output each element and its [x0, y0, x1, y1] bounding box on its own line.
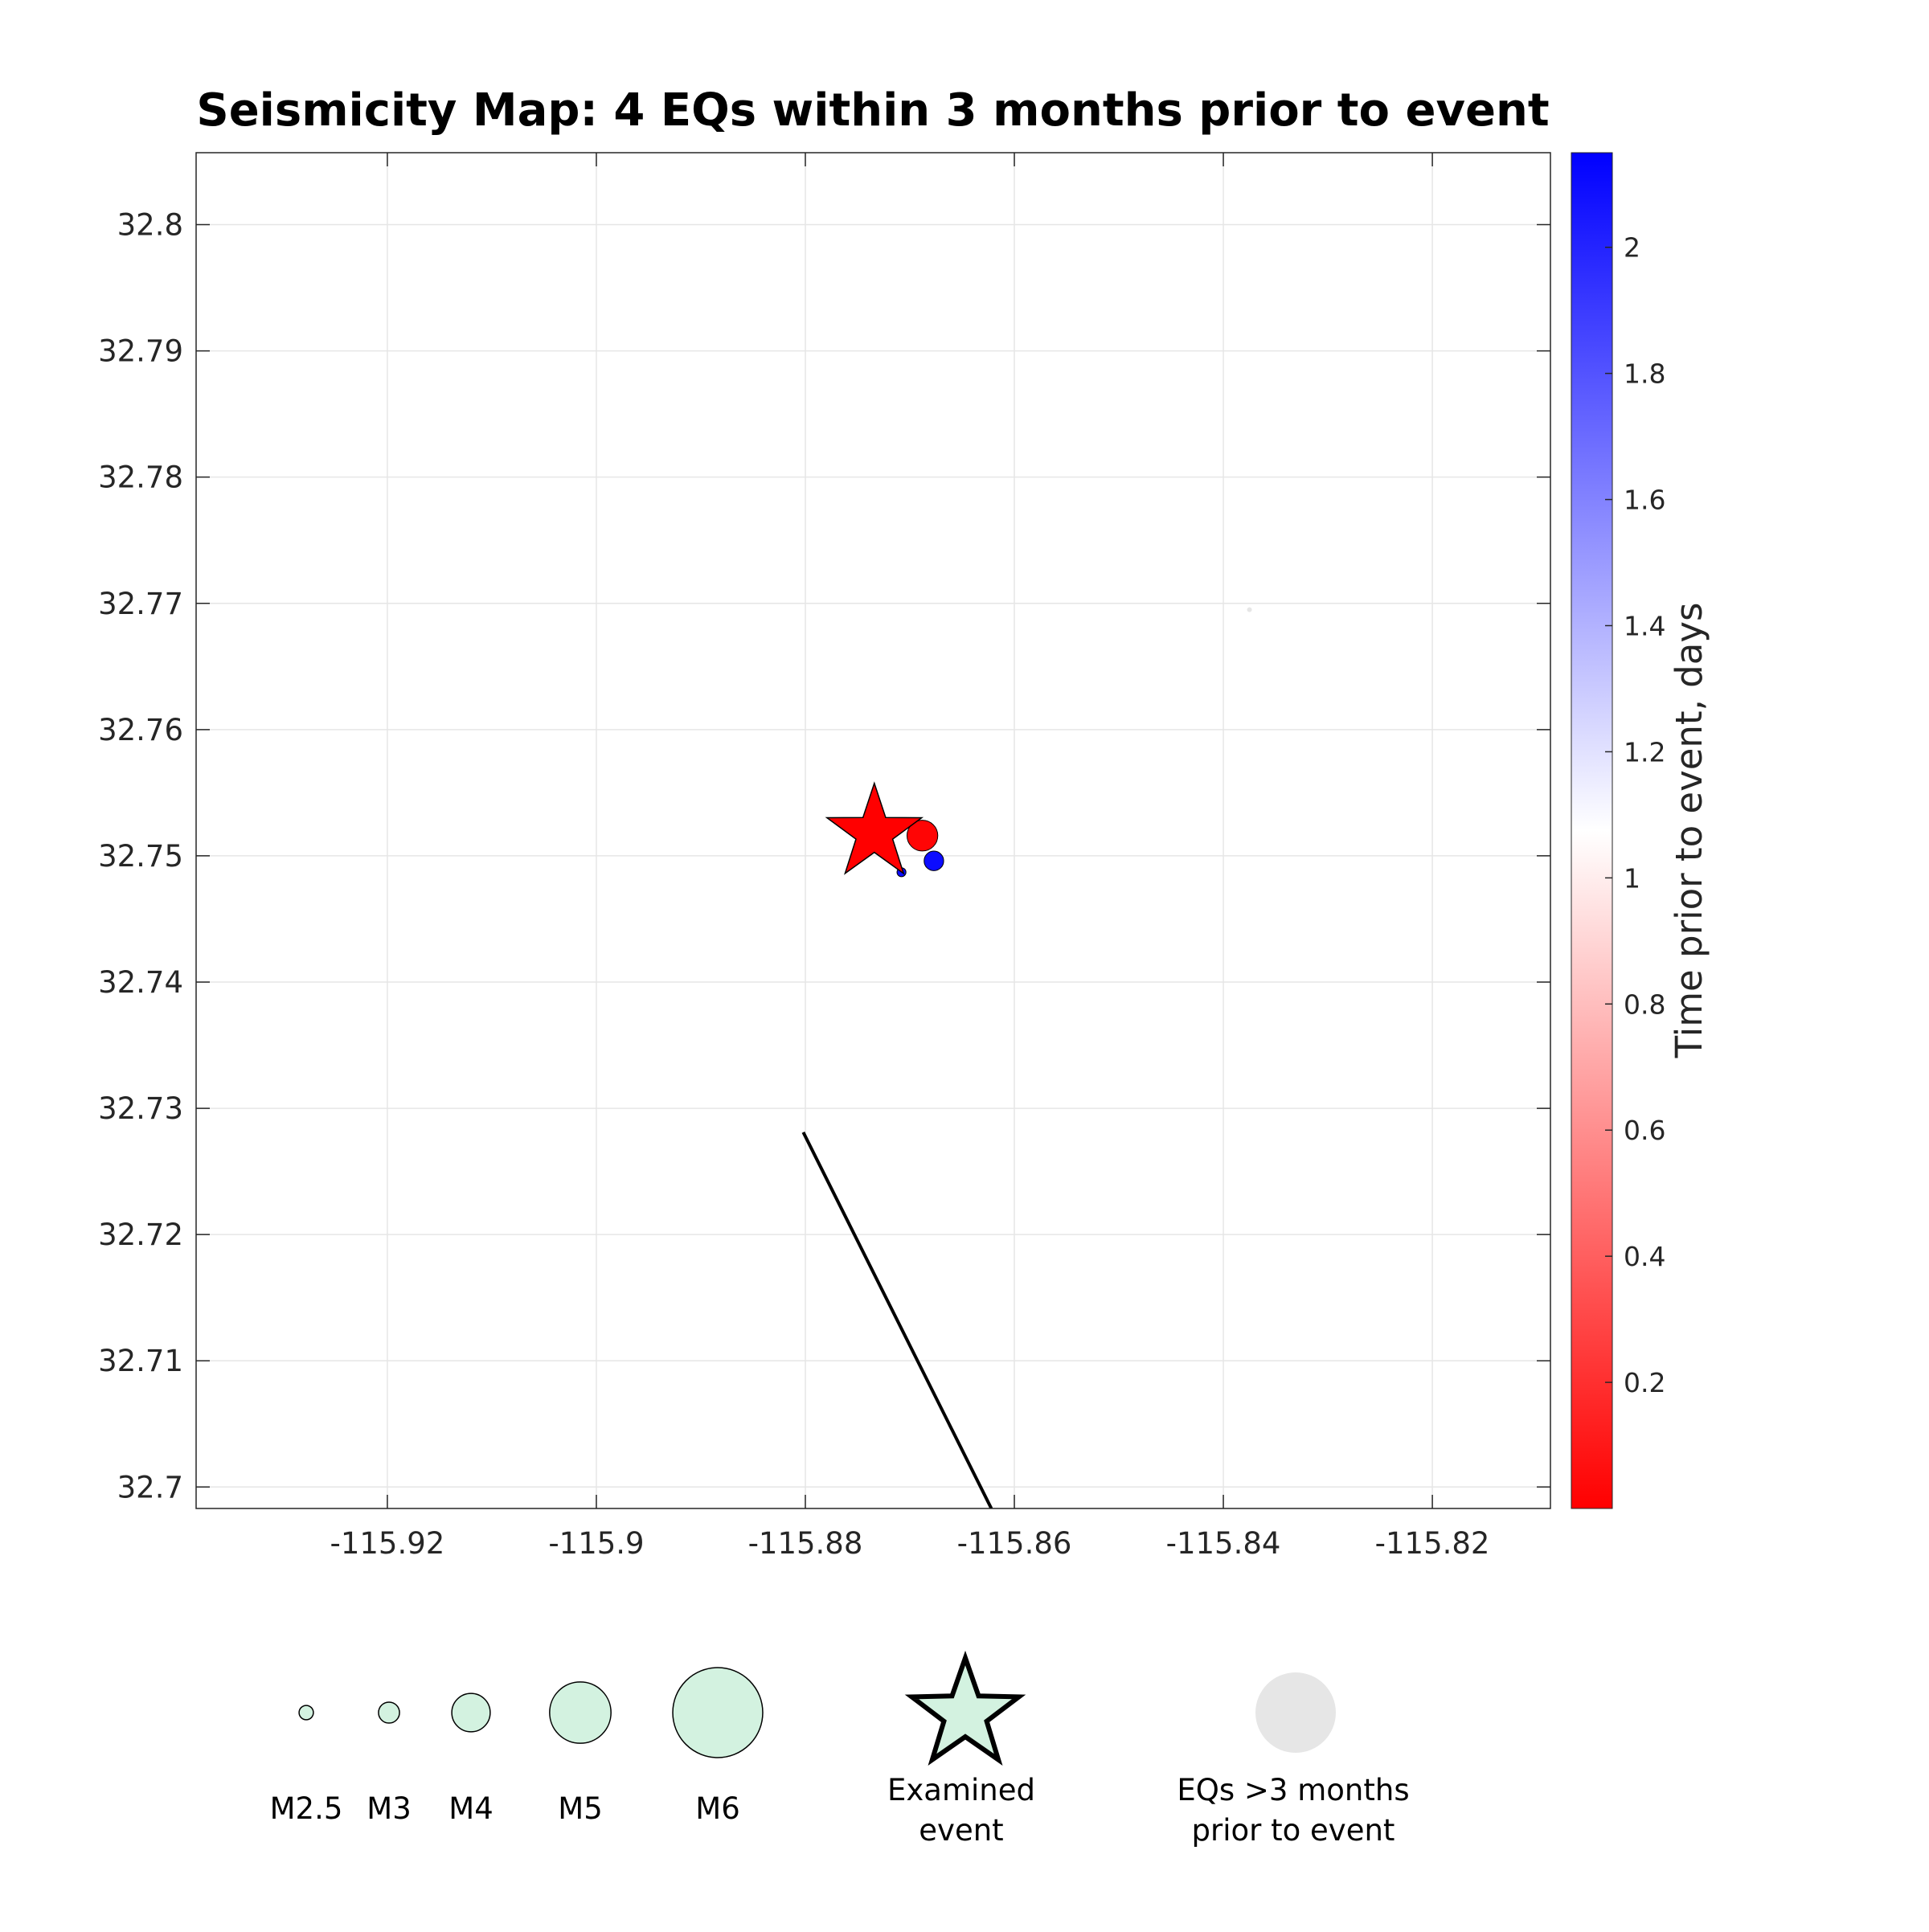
- eq-marker: [906, 820, 939, 852]
- x-tick-label: -115.9: [548, 1526, 644, 1561]
- older-earthquakes: [1247, 607, 1252, 612]
- examined-event-layer: [825, 781, 924, 875]
- axis-ticks: -115.92 -115.9 -115.88 -115.86 -115.84 -115.8…: [98, 153, 1550, 1561]
- x-tick-label: -115.92: [330, 1526, 445, 1561]
- colorbar-tick-label: 1: [1624, 862, 1640, 894]
- colorbar-gradient: [1571, 152, 1613, 1509]
- y-tick-label: 32.74: [98, 965, 183, 1000]
- y-tick-label: 32.71: [98, 1344, 183, 1378]
- y-tick-label: 32.8: [117, 208, 183, 243]
- colorbar-tick-label: 1.4: [1624, 610, 1665, 641]
- legend-size-circle: [378, 1701, 400, 1724]
- y-tick-label: 32.76: [98, 713, 183, 747]
- y-tick-label: 32.72: [98, 1218, 183, 1252]
- y-tick-label: 32.79: [98, 334, 183, 369]
- colorbar-tick-label: 0.4: [1624, 1241, 1665, 1272]
- legend-size-label: M4: [448, 1791, 493, 1826]
- y-tick-label: 32.78: [98, 460, 183, 495]
- colorbar-label: Time prior to event, days: [1668, 603, 1710, 1059]
- legend-older-label: prior to event: [1192, 1813, 1395, 1848]
- x-tick-label: -115.88: [748, 1526, 863, 1561]
- legend-size-circle: [672, 1667, 764, 1758]
- colorbar-tick-label: 0.2: [1624, 1367, 1665, 1398]
- colorbar-tick-label: 1.2: [1624, 736, 1665, 767]
- fault-trace: [801, 1132, 993, 1508]
- fault-line: [801, 1132, 993, 1508]
- older-eq-marker: [1247, 607, 1252, 612]
- y-tick-label: 32.73: [98, 1091, 183, 1126]
- y-tick-label: 32.77: [98, 587, 183, 621]
- legend-size-label: M6: [695, 1791, 739, 1826]
- legend-size-label: M2.5: [270, 1791, 343, 1826]
- legend-size-label: M5: [558, 1791, 602, 1826]
- x-tick-label: -115.84: [1166, 1526, 1281, 1561]
- colorbar-tick-label: 0.6: [1624, 1115, 1665, 1146]
- legend-size-label: M3: [367, 1791, 411, 1826]
- plot-frame: [195, 152, 1551, 1509]
- x-tick-label: -115.82: [1375, 1526, 1490, 1561]
- legend-star-icon: [904, 1650, 1026, 1766]
- legend-older-circle: [1255, 1672, 1336, 1753]
- eq-marker: [924, 850, 944, 871]
- legend-star-label: Examined: [887, 1773, 1035, 1807]
- colorbar-tick-label: 1.6: [1624, 485, 1665, 516]
- chart-title: Seismicity Map: 4 EQs within 3 months pr…: [196, 84, 1549, 137]
- colorbar-tick-label: 0.8: [1624, 989, 1665, 1020]
- colorbar-tick-label: 1.8: [1624, 358, 1665, 390]
- legend-size-circle: [298, 1705, 314, 1721]
- examined-event-star: [825, 781, 924, 875]
- legend-star-label: event: [919, 1813, 1003, 1848]
- legend-older-label: EQs >3 months: [1177, 1773, 1409, 1807]
- legend-size-circle: [451, 1693, 491, 1733]
- y-tick-label: 32.75: [98, 839, 183, 874]
- magnitude-legend: M2.5 M3 M4 M5 M6 Examined event EQs >3 months pr…: [270, 1650, 1410, 1848]
- x-tick-label: -115.86: [957, 1526, 1072, 1561]
- legend-size-circle: [549, 1681, 612, 1744]
- colorbar: 0.2 0.4 0.6 0.8 1 1.2 1.4 1.6 1.8 2: [1571, 152, 1665, 1509]
- grid: [196, 153, 1550, 1508]
- y-tick-label: 32.7: [117, 1470, 183, 1504]
- colorbar-tick-label: 2: [1624, 232, 1640, 264]
